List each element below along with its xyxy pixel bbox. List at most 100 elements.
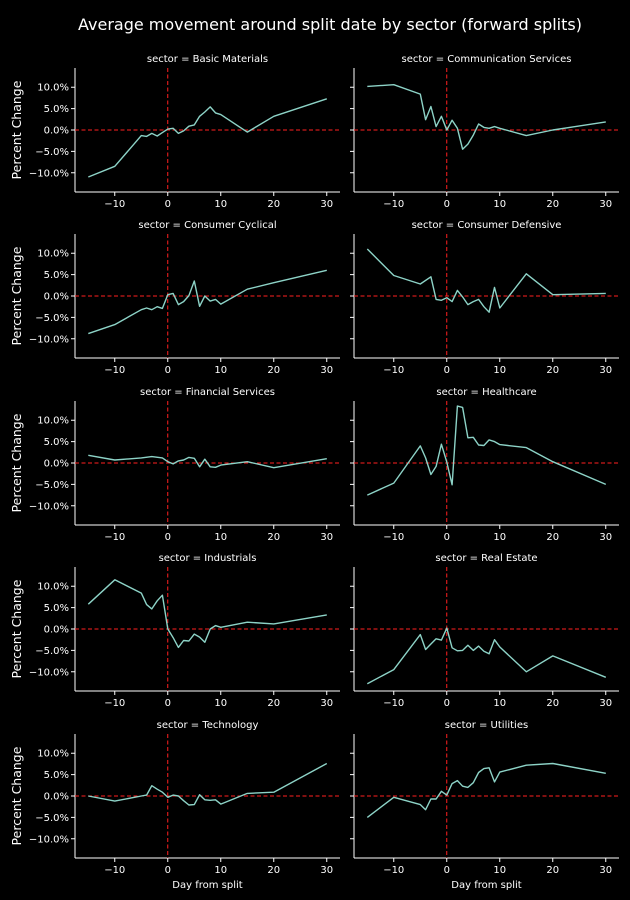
x-tick-label: −10 xyxy=(383,532,404,543)
x-tick-label: 10 xyxy=(493,199,506,210)
panel-title: sector = Financial Services xyxy=(140,387,275,398)
y-tick-label: −10.0% xyxy=(29,501,69,512)
series-line xyxy=(366,248,606,313)
panel-title: sector = Industrials xyxy=(159,553,257,564)
y-tick-label: 5.0% xyxy=(44,104,69,115)
x-tick-label: −10 xyxy=(104,865,125,876)
y-tick-label: 10.0% xyxy=(37,749,69,760)
x-tick-label: 30 xyxy=(320,698,333,709)
x-tick-label: 20 xyxy=(267,698,280,709)
x-tick-label: 20 xyxy=(546,532,559,543)
x-tick-label: 0 xyxy=(165,865,171,876)
y-tick-label: −5.0% xyxy=(35,147,69,158)
y-tick-label: −5.0% xyxy=(35,313,69,324)
series-line xyxy=(88,454,327,469)
y-tick-label: −10.0% xyxy=(29,834,69,845)
y-tick-label: 10.0% xyxy=(37,416,69,427)
panel-title: sector = Utilities xyxy=(445,720,528,731)
panel-title: sector = Consumer Defensive xyxy=(412,220,562,231)
x-tick-label: −10 xyxy=(104,199,125,210)
y-tick-label: 0.0% xyxy=(44,126,69,137)
x-tick-label: 30 xyxy=(320,365,333,376)
panel-industrials: sector = Industrials 10.0% 5.0% 0.0% −5.0% −1… xyxy=(9,553,340,709)
panel-basic-materials: sector = Basic Materials 10.0% 5.0% 0.0% −5.… xyxy=(9,54,340,210)
x-tick-label: 30 xyxy=(320,199,333,210)
x-tick-label: −10 xyxy=(383,698,404,709)
series-line xyxy=(367,405,607,496)
chart-title: Average movement around split date by se… xyxy=(78,15,582,34)
panel-financial-services: sector = Financial Services 10.0% 5.0% 0.0%… xyxy=(9,387,340,543)
y-axis-label: Percent Change xyxy=(9,413,24,512)
panel-utilities: sector = Utilities −10 0 10 20 30 Day from spl… xyxy=(350,720,619,891)
x-tick-label: −10 xyxy=(383,865,404,876)
panel-title: sector = Consumer Cyclical xyxy=(138,220,276,231)
y-tick-label: 5.0% xyxy=(44,437,69,448)
series-line xyxy=(88,762,328,806)
panel-healthcare: sector = Healthcare −10 0 10 20 30 xyxy=(350,387,619,543)
series-line xyxy=(366,762,606,818)
y-tick-label: 0.0% xyxy=(44,292,69,303)
panel-title: sector = Technology xyxy=(157,720,259,731)
y-axis-label: Percent Change xyxy=(9,746,24,845)
x-tick-label: −10 xyxy=(383,365,404,376)
y-tick-label: 5.0% xyxy=(44,603,69,614)
panel-technology: sector = Technology 10.0% 5.0% 0.0% −5.0% −10… xyxy=(9,720,340,891)
x-tick-label: 0 xyxy=(444,698,450,709)
x-tick-label: −10 xyxy=(104,532,125,543)
x-tick-label: 30 xyxy=(599,532,612,543)
x-tick-label: 0 xyxy=(165,698,171,709)
panel-real-estate: sector = Real Estate −10 0 10 20 30 xyxy=(350,553,619,709)
x-tick-label: 30 xyxy=(320,532,333,543)
y-tick-label: 5.0% xyxy=(44,770,69,781)
x-tick-label: −10 xyxy=(383,199,404,210)
x-tick-label: 20 xyxy=(546,698,559,709)
x-tick-label: 10 xyxy=(493,532,506,543)
x-tick-label: 10 xyxy=(214,199,227,210)
y-axis-label: Percent Change xyxy=(9,246,24,345)
x-tick-label: 10 xyxy=(214,365,227,376)
x-tick-label: 10 xyxy=(214,698,227,709)
x-tick-label: −10 xyxy=(104,365,125,376)
y-tick-label: 10.0% xyxy=(37,582,69,593)
x-tick-label: 0 xyxy=(165,199,171,210)
y-tick-label: 10.0% xyxy=(37,83,69,94)
x-tick-label: 20 xyxy=(546,199,559,210)
series-line xyxy=(367,84,606,150)
y-tick-label: 0.0% xyxy=(44,625,69,636)
y-tick-label: −5.0% xyxy=(35,646,69,657)
x-tick-label: 10 xyxy=(214,865,227,876)
series-line xyxy=(87,579,327,649)
x-tick-label: −10 xyxy=(104,698,125,709)
series-line xyxy=(366,627,607,685)
y-axis-label: Percent Change xyxy=(9,579,24,678)
y-tick-label: −10.0% xyxy=(29,667,69,678)
y-tick-label: 0.0% xyxy=(44,459,69,470)
panel-consumer-cyclical: sector = Consumer Cyclical 10.0% 5.0% 0.0% −… xyxy=(9,220,340,376)
x-tick-label: 20 xyxy=(267,199,280,210)
x-tick-label: 20 xyxy=(267,532,280,543)
y-axis-label: Percent Change xyxy=(9,80,24,179)
x-tick-label: 30 xyxy=(599,199,612,210)
x-tick-label: 0 xyxy=(165,532,171,543)
y-tick-label: −5.0% xyxy=(35,480,69,491)
x-tick-label: 0 xyxy=(444,532,450,543)
panel-title: sector = Real Estate xyxy=(435,553,537,564)
panel-communication-services: sector = Communication Services −10 0 10 20 3… xyxy=(350,54,619,210)
x-tick-label: 10 xyxy=(214,532,227,543)
x-tick-label: 30 xyxy=(599,865,612,876)
panel-consumer-defensive: sector = Consumer Defensive −10 0 10 20 30 xyxy=(350,220,619,376)
x-tick-label: 0 xyxy=(444,199,450,210)
panel-title: sector = Communication Services xyxy=(402,54,572,65)
x-tick-label: 10 xyxy=(493,865,506,876)
x-tick-label: 30 xyxy=(599,698,612,709)
x-axis-label: Day from split xyxy=(172,880,242,891)
y-tick-label: 0.0% xyxy=(44,792,69,803)
y-tick-label: −5.0% xyxy=(35,813,69,824)
panel-title: sector = Basic Materials xyxy=(147,54,268,65)
x-tick-label: 0 xyxy=(444,865,450,876)
x-axis-label: Day from split xyxy=(451,880,521,891)
series-line xyxy=(88,98,328,178)
x-tick-label: 30 xyxy=(599,365,612,376)
panel-grid: sector = Basic Materials 10.0% 5.0% 0.0% −5.… xyxy=(9,54,619,891)
